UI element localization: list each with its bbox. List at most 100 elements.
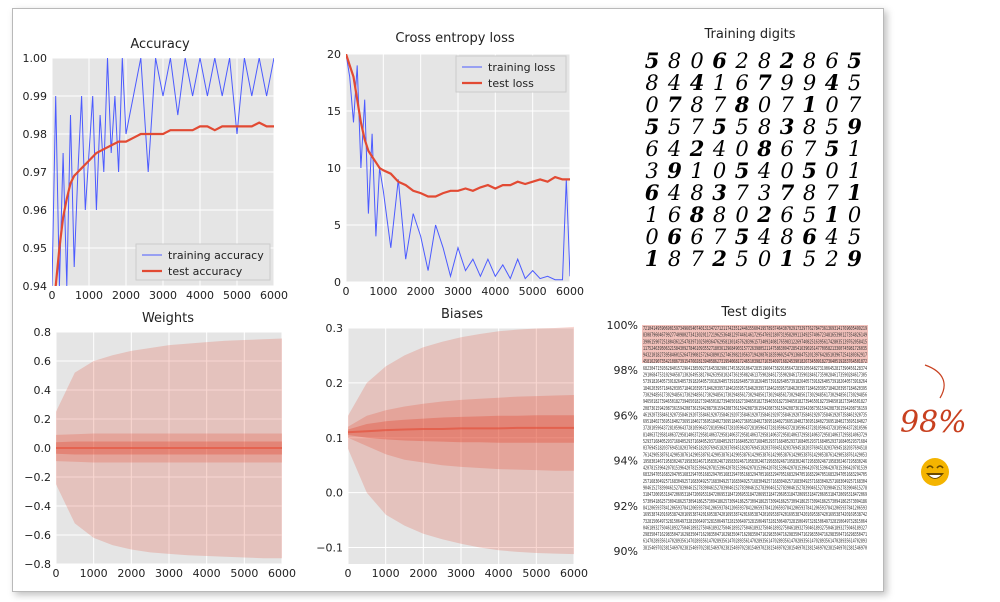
x-tick-label: 6000 <box>268 567 296 580</box>
training-digit: 9 <box>847 114 862 139</box>
training-digit: 7 <box>690 115 704 139</box>
training-digit: 5 <box>825 136 840 161</box>
training-digit: 2 <box>779 48 795 73</box>
test-digit-row: 2910684753102946587130264953817042639581… <box>643 373 867 379</box>
x-tick-label: 4000 <box>186 289 214 302</box>
training-digit: 1 <box>825 202 840 227</box>
error-highlight <box>642 325 868 363</box>
y-tick-label: 0.99 <box>23 90 48 103</box>
x-tick-label: 6000 <box>260 289 288 302</box>
series-line-test-loss <box>346 54 570 198</box>
training-digit: 1 <box>848 137 861 161</box>
training-digit: 0 <box>825 93 838 117</box>
training-digit: 5 <box>803 203 816 227</box>
test-digit-row: 9046152783904615278390461527839046152783… <box>643 486 867 492</box>
legend-box <box>455 55 567 93</box>
y-tick-label: −0.8 <box>24 558 51 571</box>
test-digit-row: 7210414959069015973496654074013134727121… <box>643 326 867 332</box>
training-digit: 8 <box>713 203 726 227</box>
test-digit-row: 6951840273695184027369518402736951840273… <box>643 419 867 425</box>
training-digit: 1 <box>847 180 862 205</box>
test-digit-row: 5293716840529371684052937168405293716840… <box>643 439 867 445</box>
test-digit-row: 8140637295814063729581406372958140637295… <box>643 432 867 438</box>
x-tick-label: 5000 <box>223 289 251 302</box>
test-digit-row: 4619207358461920735846192073584619207358… <box>643 412 867 418</box>
training-digit: 9 <box>847 246 862 271</box>
x-tick-label: 2000 <box>407 285 435 298</box>
legend: training accuracy test accuracy <box>135 243 271 281</box>
training-digit: 9 <box>780 71 793 95</box>
legend-label: training accuracy <box>168 249 264 262</box>
training-digit: 4 <box>757 225 771 249</box>
test-digits-panel: 100% 98% 96% 94% 92% 90% 721041495906901597349… <box>607 319 868 558</box>
loss-chart: 0 1000 2000 3000 4000 5000 6000 0 5 10 15 20 trainin… <box>327 48 584 298</box>
training-digit: 4 <box>667 181 681 205</box>
training-digit: 7 <box>713 225 727 249</box>
training-digit: 8 <box>803 49 816 73</box>
training-digit: 3 <box>645 159 658 183</box>
training-digit: 8 <box>690 181 703 205</box>
training-digit: 7 <box>780 180 795 205</box>
training-digit: 6 <box>690 225 703 249</box>
annotation-arrow <box>924 364 945 399</box>
test-digit-row: 6823047159362840157296413850927164538290… <box>643 366 867 372</box>
y-tick-label: 1.00 <box>23 52 48 65</box>
test-digit-row: 7328150649732815064973281506497328150649… <box>643 519 867 525</box>
training-digit: 5 <box>668 115 681 139</box>
x-tick-label: 5000 <box>230 567 258 580</box>
legend-label: test loss <box>488 77 534 90</box>
training-digit: 1 <box>645 246 660 271</box>
training-digit: 2 <box>711 246 727 271</box>
training-digit: 0 <box>735 203 748 227</box>
grinning-face-icon <box>921 458 949 486</box>
training-digit: 9 <box>803 71 816 95</box>
training-digit: 1 <box>780 246 795 271</box>
x-tick-label: 3000 <box>444 285 472 298</box>
training-digit: 7 <box>780 93 794 117</box>
x-tick-label: 2000 <box>112 289 140 302</box>
training-digit: 8 <box>645 71 658 95</box>
test-digit-row: 6147028935614702893561470289356147028935… <box>643 539 867 545</box>
y-tick-label: −0.1 <box>316 542 343 555</box>
training-digit: 6 <box>668 203 681 227</box>
training-digit: 7 <box>848 93 862 117</box>
training-digit: 5 <box>645 48 660 73</box>
test-digit-row: 8308796046799277409802734130201172196253… <box>643 333 867 339</box>
training-digit: 1 <box>802 92 817 117</box>
x-tick-label: 0 <box>49 289 56 302</box>
weights-title: Weights <box>142 311 194 326</box>
y-tick-label: 0.97 <box>23 166 48 179</box>
x-tick-label: 5000 <box>522 567 550 580</box>
training-digit: 5 <box>825 115 838 139</box>
y-tick-label: 0.94 <box>23 280 48 293</box>
training-digit: 0 <box>645 93 658 117</box>
training-digit: 8 <box>689 202 705 227</box>
x-tick-label: 2000 <box>117 567 145 580</box>
y-tick-label: 0.6 <box>34 355 52 368</box>
training-digit: 0 <box>735 137 748 161</box>
legend-label: training loss <box>488 61 556 74</box>
training-digit: 7 <box>803 137 817 161</box>
training-digit: 6 <box>667 224 682 249</box>
y-tick-label: −0.6 <box>24 529 51 542</box>
training-digit: 6 <box>712 48 727 73</box>
x-tick-label: 3000 <box>447 567 475 580</box>
y-tick-label: 0.2 <box>326 377 344 390</box>
y-tick-label: −0.2 <box>24 471 51 484</box>
training-digit: 2 <box>734 49 748 73</box>
y-tick-label: 0.95 <box>23 242 48 255</box>
legend: training loss test loss <box>455 55 567 93</box>
x-tick-label: 3000 <box>155 567 183 580</box>
test-digit-row: 6832947051683294705168329470516832947051… <box>643 472 867 478</box>
x-tick-label: 4000 <box>481 285 509 298</box>
training-digit: 1 <box>690 159 703 183</box>
y-tick-label: 0.4 <box>34 384 52 397</box>
test-digits-tick: 94% <box>614 455 638 468</box>
training-digit: 5 <box>735 247 748 271</box>
y-tick-label: 5 <box>334 219 341 232</box>
x-tick-label: 0 <box>53 567 60 580</box>
x-tick-label: 3000 <box>149 289 177 302</box>
legend-box <box>135 243 271 281</box>
training-digit: 5 <box>848 71 861 95</box>
